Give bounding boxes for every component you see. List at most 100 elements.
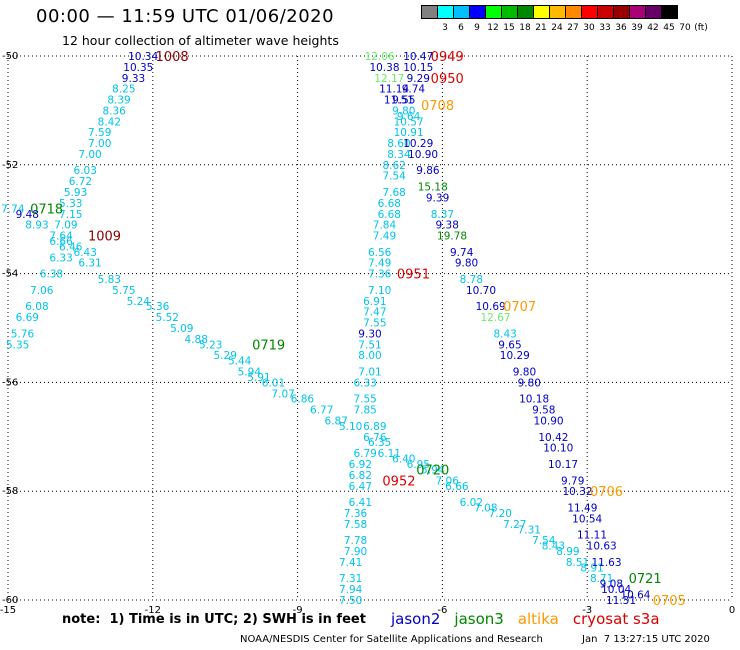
- x-tick-label: -12: [145, 605, 161, 616]
- wave-height-reading: 6.02: [460, 497, 483, 509]
- wave-height-reading: 10.90: [408, 149, 438, 161]
- wave-height-reading: 8.62: [382, 160, 405, 172]
- wave-height-reading: 7.41: [339, 557, 362, 569]
- x-tick-label: -15: [0, 605, 16, 616]
- wave-height-reading: 6.33: [49, 252, 72, 264]
- wave-height-reading: 7.09: [54, 220, 77, 232]
- wave-height-reading: 9.80: [513, 367, 536, 379]
- y-tick-label: -56: [2, 377, 18, 388]
- wave-height-reading: 10.57: [394, 116, 424, 128]
- wave-height-reading: 6.38: [40, 269, 63, 281]
- legend-unit: (ft): [694, 23, 708, 33]
- wave-height-reading: 6.87: [325, 415, 348, 427]
- wave-height-reading: 7.90: [344, 546, 367, 558]
- pass-time-label: 1008: [156, 50, 189, 65]
- wave-height-reading: 6.31: [78, 258, 101, 270]
- legend-label: 6: [458, 23, 464, 33]
- wave-height-reading: 11.51: [384, 95, 414, 107]
- legend-label: 36: [615, 23, 627, 33]
- legend-swatch: [661, 5, 678, 19]
- wave-height-reading: 6.68: [378, 198, 401, 210]
- wave-height-reading: 12.17: [374, 73, 404, 85]
- wave-height-reading: 9.55: [392, 95, 415, 107]
- pass-time-label: 0706: [590, 485, 623, 500]
- wave-height-reading: 12.67: [480, 312, 510, 324]
- wave-height-reading: 6.79: [353, 448, 376, 460]
- legend-label: 27: [567, 23, 579, 33]
- x-tick-label: -6: [437, 605, 447, 616]
- wave-height-reading: 11.63: [591, 557, 621, 569]
- credit-line: NOAA/NESDIS Center for Satellite Applica…: [240, 634, 543, 645]
- pass-time-stamps: 1008 0718 1009 0719 0949 0950 0708 0951 0707 0720…: [30, 50, 686, 609]
- wave-height-reading: 6.01: [262, 377, 285, 389]
- wave-height-reading: 5.23: [199, 339, 222, 351]
- color-legend: 3 6 9 12 15 18 21 24 27 30 33 36 39 42 45 70 (ft): [421, 5, 708, 33]
- pass-time-label: 0718: [30, 202, 63, 217]
- wave-height-reading: 8.42: [98, 116, 121, 128]
- wave-height-reading: 6.72: [69, 176, 92, 188]
- color-legend-bar: [421, 5, 678, 19]
- wave-height-reading: 7.54: [382, 171, 406, 183]
- wave-height-reading: 7.58: [344, 519, 367, 531]
- wave-height-reading: 5.29: [214, 350, 237, 362]
- wave-height-reading: 10.70: [466, 285, 496, 297]
- axis-tick-labels: -15 -12 -9 -6 -3 0 -50 -52 -54 -56 -58 -60: [0, 51, 735, 616]
- wave-height-reading: 8.37: [431, 209, 454, 221]
- wave-height-reading: 5.75: [112, 285, 135, 297]
- pass-time-label: 1009: [88, 230, 121, 245]
- wave-height-reading: 19.78: [437, 231, 467, 243]
- wave-height-reading: 7.74: [1, 203, 25, 215]
- y-tick-label: -60: [2, 595, 18, 606]
- wave-height-reading: 7.55: [363, 318, 386, 330]
- wave-height-reading: 6.56: [368, 247, 392, 259]
- wave-height-reading: 8.60: [387, 138, 410, 150]
- wave-height-reading: 7.54: [532, 535, 556, 547]
- wave-height-reading: 7.55: [353, 394, 376, 406]
- pass-time-label: 0951: [397, 268, 430, 283]
- legend-label: 33: [599, 23, 611, 33]
- wave-height-reading: 7.47: [363, 307, 386, 319]
- wave-height-reading: 10.18: [519, 394, 549, 406]
- wave-height-reading: 7.06: [30, 285, 54, 297]
- legend-label: 24: [551, 23, 563, 33]
- wave-height-reading: 7.94: [339, 584, 363, 596]
- wave-height-reading: 9.74: [450, 247, 474, 259]
- y-tick-label: -52: [2, 160, 18, 171]
- wave-height-reading: 9.74: [402, 84, 426, 96]
- page-title: 00:00 — 11:59 UTC 01/06/2020: [36, 6, 335, 27]
- satellite-legend-item: altika: [517, 610, 559, 628]
- wave-height-reading: 6.86: [291, 394, 315, 406]
- pass-time-label: 0952: [382, 474, 415, 489]
- wave-height-reading: 6.46: [59, 241, 83, 253]
- pass-time-label: 0708: [421, 99, 454, 114]
- wave-height-reading: 8.25: [112, 84, 135, 96]
- wave-height-reading: 5.35: [6, 339, 29, 351]
- wave-height-reading: 11.14: [379, 84, 409, 96]
- pass-time-label: 0707: [503, 300, 536, 315]
- wave-height-reading: 6.68: [378, 209, 401, 221]
- wave-height-reading: 7.06: [436, 475, 460, 487]
- pass-time-label: 0950: [431, 72, 464, 87]
- wave-readings: 10.3410.359.338.258.398.368.427.597.007.…: [1, 51, 651, 607]
- wave-height-reading: 12.06: [365, 51, 395, 63]
- wave-height-reading: 9.38: [436, 220, 459, 232]
- wave-height-reading: 7.07: [271, 388, 294, 400]
- wave-height-reading: 5.52: [156, 312, 179, 324]
- wave-height-reading: 7.31: [518, 524, 541, 536]
- wave-height-reading: 7.51: [358, 339, 381, 351]
- wave-height-reading: 5.33: [59, 198, 82, 210]
- wave-height-reading: 7.00: [88, 138, 111, 150]
- wave-height-reading: 10.64: [620, 590, 650, 602]
- grid-lines: [7, 55, 733, 601]
- wave-height-reading: 9.79: [561, 475, 584, 487]
- wave-height-reading: 7.36: [368, 269, 392, 281]
- wave-height-reading: 7.49: [373, 231, 396, 243]
- wave-height-reading: 6.47: [349, 481, 372, 493]
- wave-height-reading: 11.31: [606, 595, 636, 607]
- legend-label: 15: [503, 23, 515, 33]
- wave-height-reading: 5.09: [170, 323, 193, 335]
- satellite-legend: jason2 jason3 altika cryosat s3a: [391, 610, 674, 628]
- pass-time-label: 0705: [653, 594, 686, 609]
- legend-label: 12: [487, 23, 499, 33]
- pass-time-label: 0719: [252, 338, 285, 353]
